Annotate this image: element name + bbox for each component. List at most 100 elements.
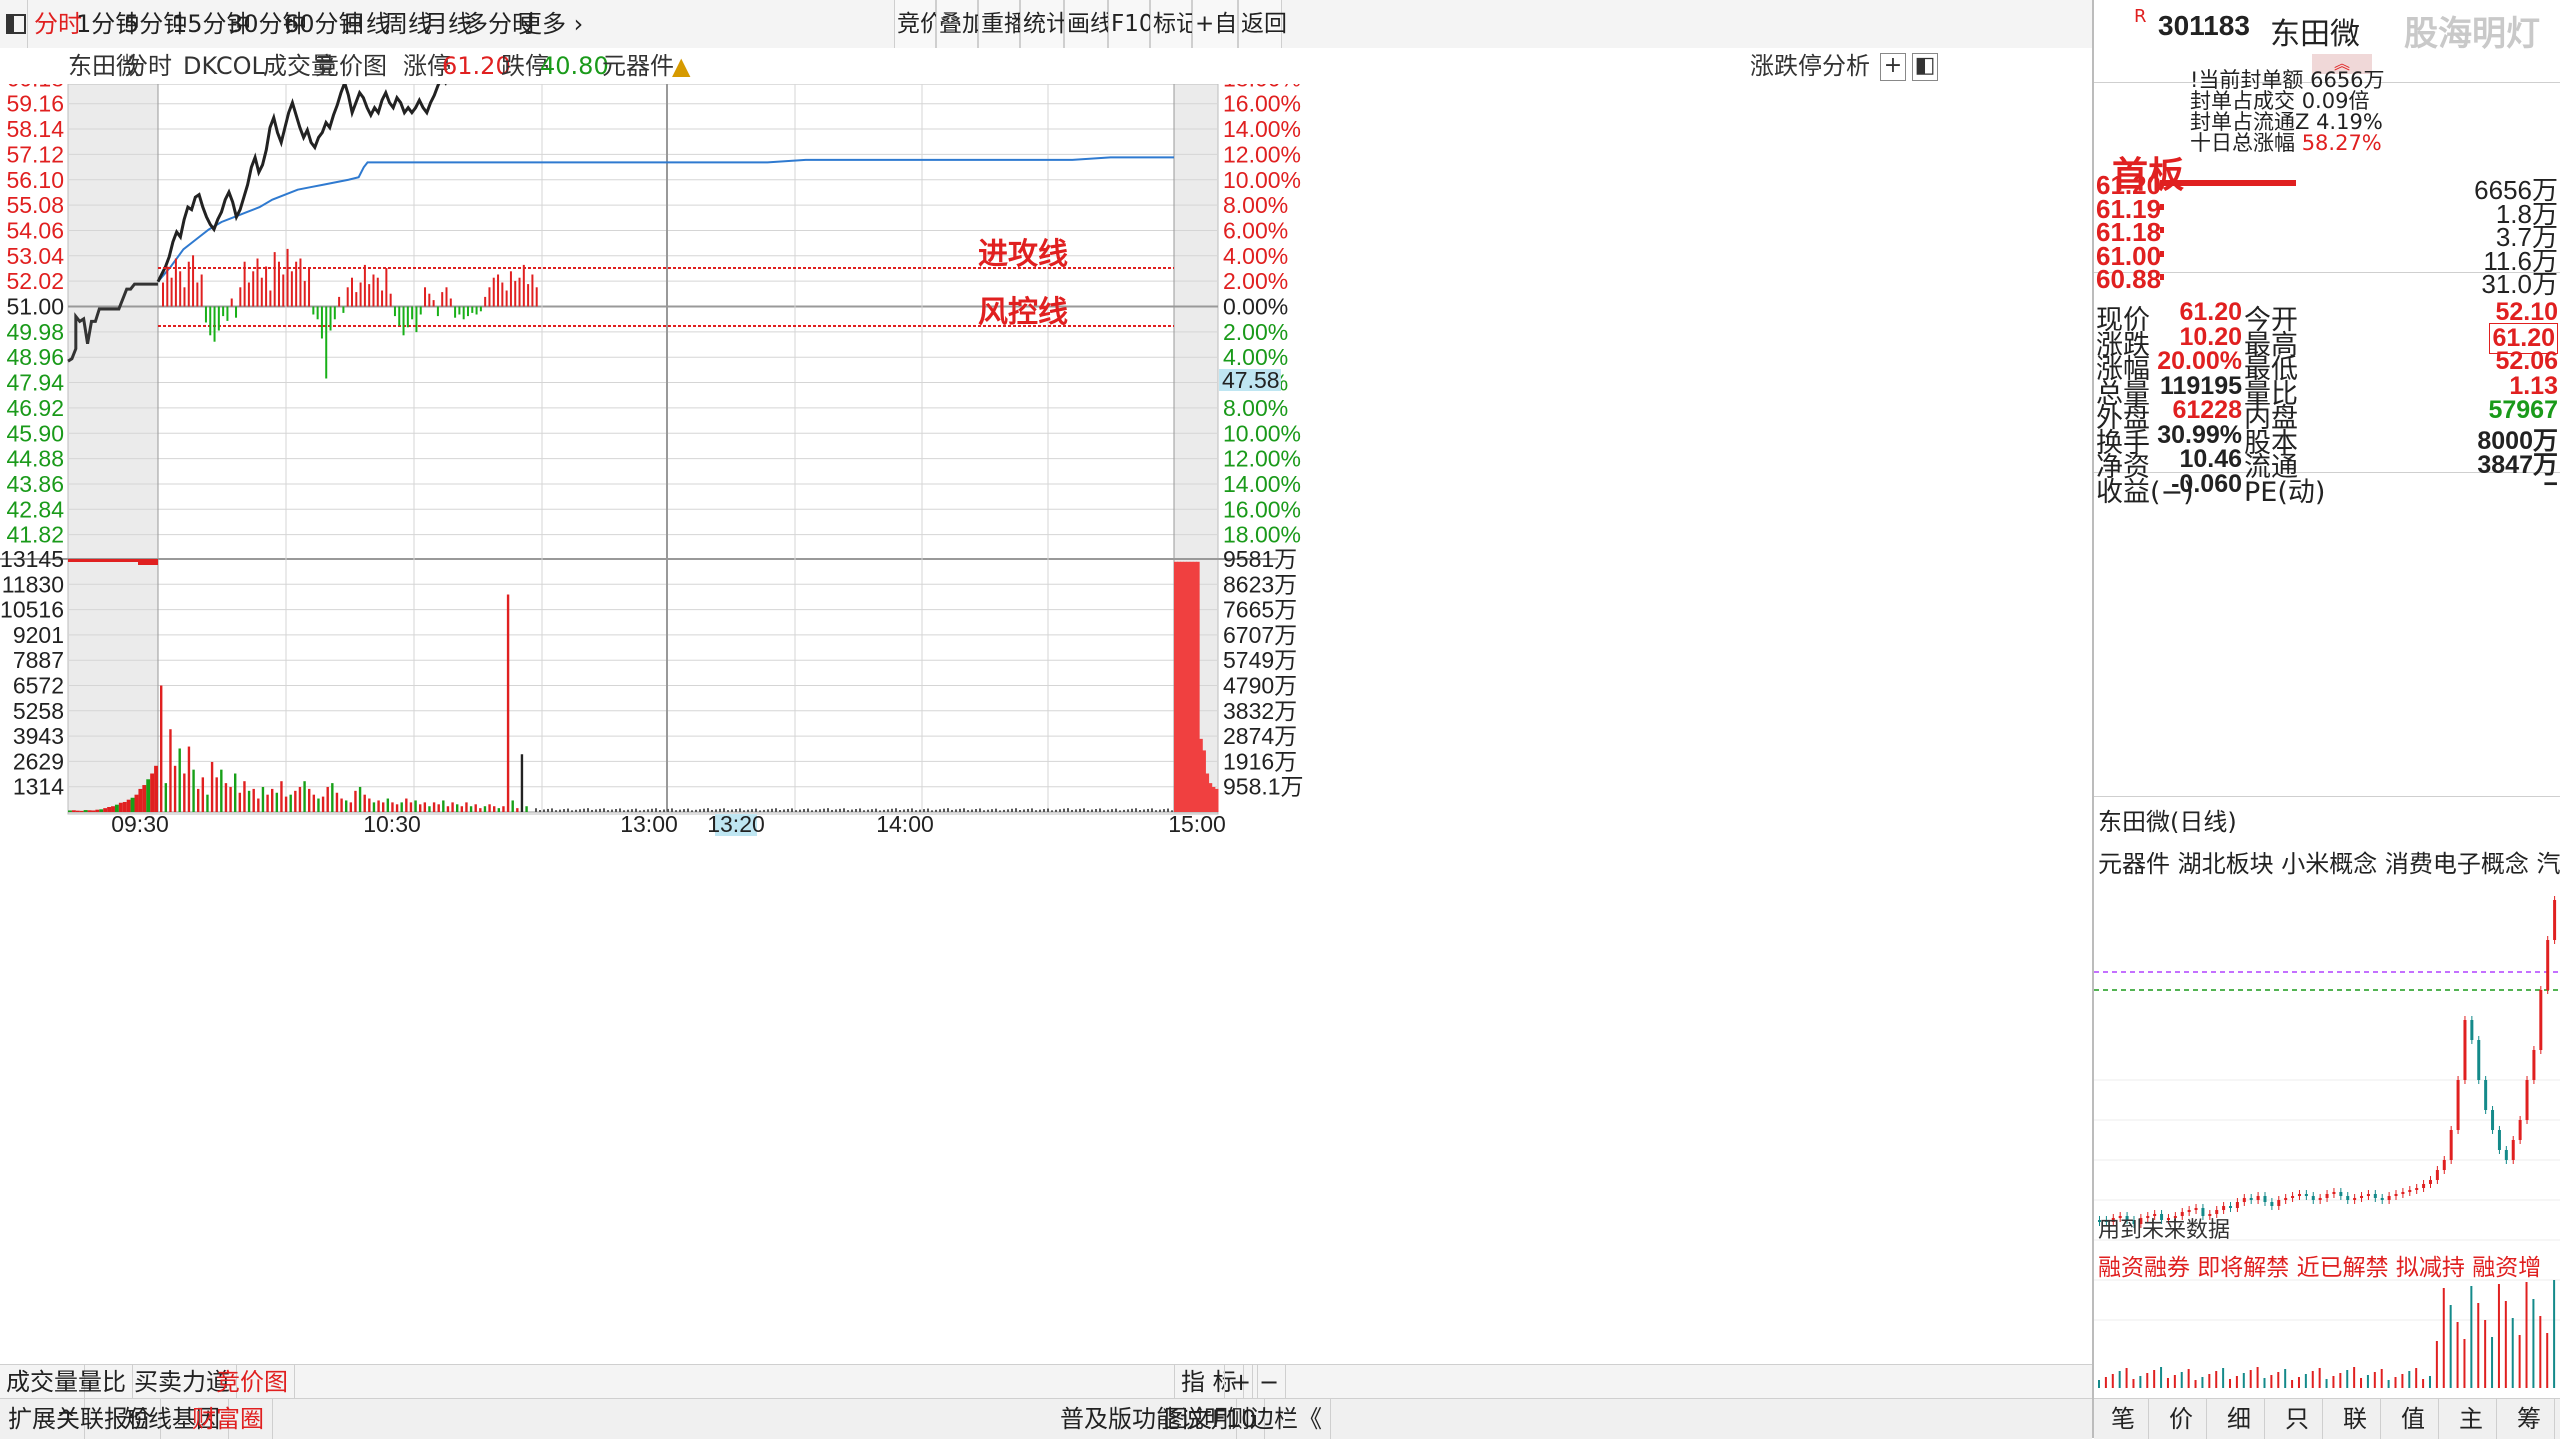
toolbar-button[interactable]: 返回 [1238, 0, 1287, 48]
side-tab[interactable]: 只 [2272, 1399, 2323, 1439]
side-tab[interactable]: 细 [2214, 1399, 2265, 1439]
period-tab[interactable]: 多分时 [464, 10, 536, 38]
side-tab[interactable]: 主 [2446, 1399, 2497, 1439]
period-tab[interactable]: 5分钟 [124, 10, 188, 38]
volume-bar [975, 809, 977, 812]
order-book-row[interactable]: 61.18 3.7万 [2094, 217, 2560, 252]
volume-bar [587, 808, 589, 812]
footer-tab[interactable]: 短线基因 [116, 1399, 229, 1439]
period-tab[interactable]: 月线 [424, 10, 472, 38]
side-tab[interactable]: 联 [2330, 1399, 2381, 1439]
indicator-tab[interactable]: 竞价图 [210, 1365, 295, 1399]
quote-value: − [2543, 469, 2558, 498]
quote-label: PE(动) [2244, 476, 2326, 508]
volume-bar [935, 809, 937, 812]
daily-mini-chart[interactable] [2094, 880, 2560, 1390]
panel-toggle-icon[interactable] [0, 0, 28, 48]
volume-bar [735, 809, 737, 812]
event-tags[interactable]: 融资融券 即将解禁 近已解禁 拟减持 融资增 [2098, 1255, 2542, 1281]
intraday-chart[interactable]: 60.1859.1658.1457.1256.1055.0854.0653.04… [0, 84, 2092, 1364]
indicator-tab[interactable]: 成交量 [0, 1365, 85, 1399]
period-tab[interactable]: 1分钟 [76, 10, 140, 38]
side-tab[interactable]: 值 [2388, 1399, 2439, 1439]
volume-bar [1147, 808, 1149, 812]
dkcol-bar [381, 290, 384, 307]
toolbar-button[interactable]: 画线 [1064, 0, 1113, 48]
dkcol-bar [295, 261, 298, 307]
indicator-control[interactable]: − [1252, 1365, 1287, 1399]
mini-volume-bar [2208, 1374, 2211, 1388]
side-tab[interactable]: 笔 [2098, 1399, 2149, 1439]
footer-link[interactable]: 普及版功能说明 [1052, 1399, 1237, 1439]
period-tab[interactable]: 分时 [34, 10, 82, 38]
footer-tab[interactable]: 财富圈 [184, 1399, 273, 1439]
period-tab[interactable]: 60分钟 [284, 10, 363, 38]
toolbar-button[interactable]: +自选 [1192, 0, 1260, 48]
mini-volume-bar [2297, 1377, 2300, 1388]
limit-analysis-button[interactable]: 涨跌停分析 [1750, 52, 1870, 80]
concept-tags[interactable]: 元器件 湖北板块 小米概念 消费电子概念 汽 [2098, 850, 2560, 878]
dkcol-bar [265, 266, 268, 307]
indicator-control[interactable]: + [1224, 1365, 1259, 1399]
zoom-icon[interactable]: + [1880, 53, 1906, 81]
mini-volume-bar [2160, 1367, 2163, 1388]
volume-bar [559, 809, 561, 812]
order-book-row[interactable]: 61.19 1.8万 [2094, 194, 2560, 229]
indicator-label[interactable]: DKCOL [183, 52, 265, 80]
side-tab[interactable]: 筹 [2504, 1399, 2555, 1439]
quote-value: 1.13 [2509, 371, 2558, 400]
collapse-icon[interactable]: ︽ [2312, 54, 2372, 74]
auction-label[interactable]: 竞价图 [315, 52, 387, 80]
footer-link[interactable]: 侧边栏《 [1218, 1399, 1331, 1439]
mini-candle [2511, 1140, 2515, 1160]
volume-bar [345, 800, 348, 812]
dkcol-bar [209, 306, 212, 336]
quote-label: 收益(−) [2096, 476, 2194, 508]
order-book-row[interactable]: 61.20 6656万 [2094, 170, 2560, 205]
mini-volume-bar [2415, 1368, 2418, 1388]
layout-icon[interactable]: ◧ [1912, 53, 1938, 81]
footer-link[interactable]: 图文F10 [1156, 1399, 1266, 1439]
volume-bar [271, 788, 274, 812]
period-tab[interactable]: 30分钟 [228, 10, 307, 38]
price-tick-label: 57.12 [6, 141, 64, 167]
quote-row: 收益(−) -0.060 PE(动) − [2094, 470, 2560, 508]
volume-bar [591, 809, 593, 812]
price-tick-label: 59.16 [6, 91, 64, 117]
volume-tick-label: 2629 [13, 748, 64, 774]
r-badge: R [2134, 6, 2147, 27]
toolbar-button[interactable]: 竞价 [894, 0, 943, 48]
pct-tick-label: 18.00% [1223, 84, 1301, 91]
period-tab[interactable]: 日线 [342, 10, 390, 38]
volume-bar [1083, 808, 1085, 812]
footer-tab[interactable]: 扩展^ [0, 1399, 86, 1439]
order-book-row[interactable]: 61.00 11.6万 [2094, 241, 2560, 276]
toolbar-button[interactable]: 统计 [1020, 0, 1069, 48]
period-tab[interactable]: 周线 [384, 10, 432, 38]
risk-line-label: 风控线 [978, 295, 1068, 330]
volume-bar [1111, 809, 1113, 812]
toolbar-button[interactable]: 叠加 [936, 0, 985, 48]
cursor-value-box [1219, 369, 1281, 391]
footer-tab[interactable]: 关联报价 [48, 1399, 161, 1439]
dkcol-bar [376, 277, 379, 307]
side-tab[interactable]: 价 [2156, 1399, 2207, 1439]
toolbar-button[interactable]: 标记 [1150, 0, 1199, 48]
mini-volume-bar [2201, 1377, 2204, 1388]
indicator-tab[interactable]: 买卖力道 [128, 1365, 237, 1399]
toolbar-button[interactable]: 重播 [978, 0, 1027, 48]
indicator-control[interactable]: 指 标 [1174, 1365, 1244, 1399]
volume-bar [747, 809, 749, 812]
volume-label[interactable]: 成交量 [263, 52, 335, 80]
indicator-tab[interactable]: 量比 [72, 1365, 133, 1399]
toolbar-button[interactable]: F10 [1108, 0, 1154, 48]
order-book-row[interactable]: 60.88 31.0万 [2094, 264, 2560, 299]
period-tab[interactable]: 更多 › [518, 10, 584, 38]
volume-bar [991, 809, 993, 812]
quote-value: 119195 [2159, 371, 2242, 400]
volume-bar [543, 809, 545, 812]
period-tab[interactable]: 15分钟 [172, 10, 251, 38]
bell-icon[interactable]: ▲ [672, 52, 691, 80]
dkcol-bar [411, 306, 414, 320]
price-tick-label: 58.14 [6, 116, 64, 142]
